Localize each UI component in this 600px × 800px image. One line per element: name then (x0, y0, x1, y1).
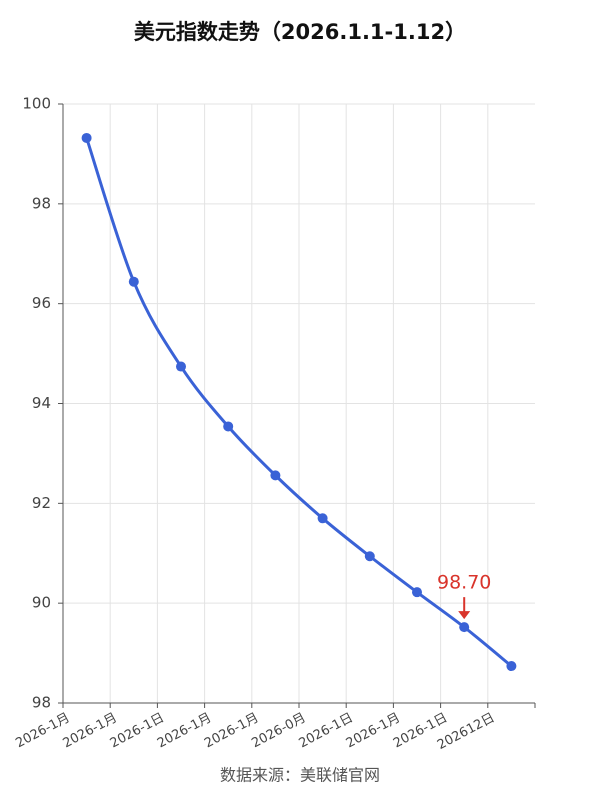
point (317, 513, 328, 524)
y-tick-label: 98 (32, 194, 51, 212)
source-note: 数据来源：美联储官网 (220, 766, 380, 785)
point (412, 587, 422, 598)
annotation: 98.70 (437, 572, 491, 594)
y-tick-label: 100 (22, 95, 51, 113)
point (223, 421, 234, 432)
chart-title: 美元指数走势（2026.1.1-1.12） (134, 20, 466, 44)
y-tick-label: 94 (32, 394, 51, 412)
y-tick-label: 90 (32, 594, 51, 612)
point (459, 622, 470, 633)
point (270, 470, 281, 481)
point (176, 361, 186, 372)
y-tick-label: 98 (32, 694, 51, 712)
point (506, 661, 517, 672)
point (81, 132, 92, 143)
annotation-arrowhead (458, 611, 471, 620)
point (364, 551, 375, 562)
y-tick-label: 96 (32, 294, 51, 312)
y-tick-label: 92 (32, 494, 51, 512)
point (128, 276, 139, 287)
